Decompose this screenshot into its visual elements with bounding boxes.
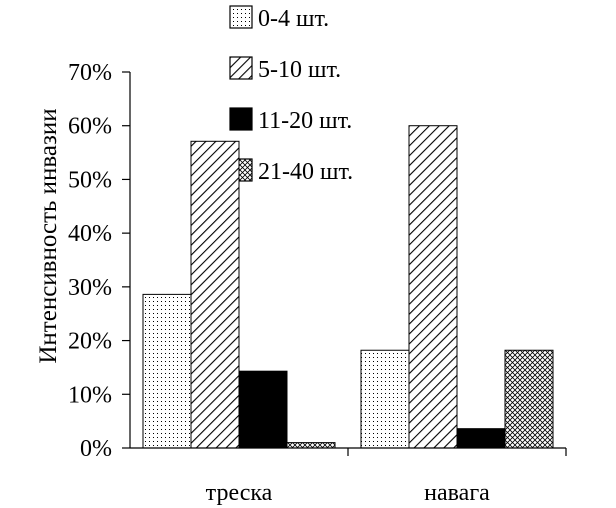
y-tick-label: 10% — [68, 382, 112, 408]
bar-2-3 — [456, 428, 506, 449]
y-tick-label: 50% — [68, 167, 112, 193]
bars — [142, 125, 554, 449]
legend-swatch — [229, 5, 253, 29]
y-axis-title: Интенсивность инвазии — [35, 108, 62, 363]
legend-label: 11-20 шт. — [258, 108, 352, 134]
y-tick-label: 20% — [68, 329, 112, 355]
category-label: треска — [206, 480, 273, 506]
legend-label: 5-10 шт. — [258, 57, 341, 83]
category-label: навага — [424, 480, 490, 506]
y-tick-label: 70% — [68, 60, 112, 86]
category-labels: треска навага — [206, 480, 490, 506]
y-tick-label: 0% — [80, 436, 112, 462]
legend-label: 21-40 шт. — [258, 159, 353, 185]
bar-1-4 — [286, 442, 336, 449]
legend-label: 0-4 шт. — [258, 6, 329, 32]
bar-1-2 — [190, 140, 240, 449]
y-tick-label: 40% — [68, 221, 112, 247]
y-tick-label: 30% — [68, 275, 112, 301]
axes — [122, 71, 567, 456]
bar-2-2 — [408, 125, 458, 449]
bar-2-4 — [504, 349, 554, 449]
legend-swatch — [229, 107, 253, 131]
chart-legend: 0-4 шт. 5-10 шт. 11-20 шт. 21-40 шт. — [229, 5, 353, 185]
legend-swatch — [229, 56, 253, 80]
bar-1-3 — [238, 370, 288, 449]
bar-1-1 — [142, 293, 192, 449]
bar-2-1 — [360, 349, 410, 449]
y-tick-label: 60% — [68, 114, 112, 140]
y-axis-ticks: 0% 10% 20% 30% 40% 50% 60% 70% — [68, 60, 112, 462]
